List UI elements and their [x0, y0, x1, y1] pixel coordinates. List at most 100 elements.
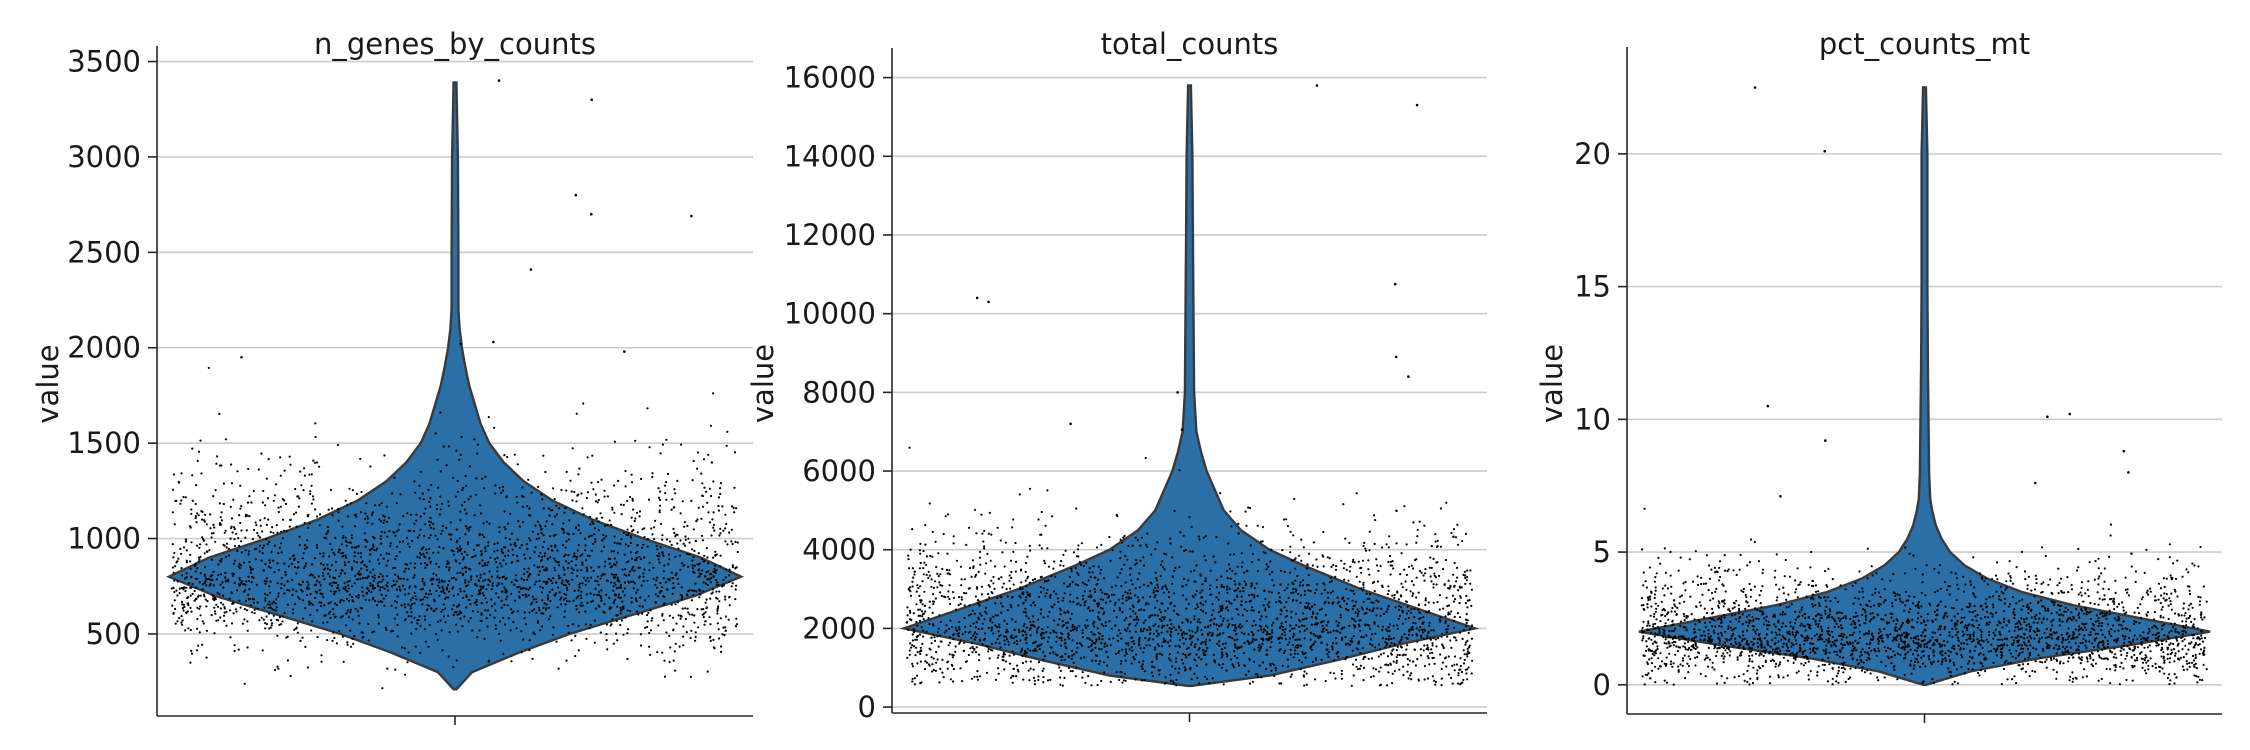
data-point	[1240, 600, 1243, 603]
data-point	[1263, 629, 1267, 632]
data-point	[1279, 583, 1282, 586]
data-point	[1049, 646, 1052, 649]
data-point	[1361, 589, 1365, 592]
data-point	[1057, 623, 1060, 627]
data-point	[625, 574, 628, 577]
data-point	[909, 642, 912, 645]
data-point	[284, 571, 287, 574]
data-point	[996, 625, 999, 629]
data-point	[314, 596, 317, 600]
data-point	[959, 602, 962, 606]
data-point	[1069, 593, 1072, 596]
data-point	[288, 455, 291, 458]
data-point	[696, 608, 699, 611]
data-point	[1431, 642, 1434, 645]
data-point	[414, 585, 417, 589]
data-point	[1430, 629, 1433, 632]
data-point	[918, 633, 922, 636]
data-point	[1114, 624, 1117, 627]
data-point	[1166, 607, 1169, 610]
data-point	[724, 598, 727, 601]
data-point	[425, 548, 428, 551]
data-point	[432, 527, 435, 530]
data-point	[1395, 656, 1398, 659]
data-point	[524, 593, 527, 596]
data-point	[1431, 651, 1434, 654]
data-point	[998, 626, 1001, 629]
data-point	[913, 683, 917, 686]
data-point	[1108, 637, 1111, 641]
data-point	[1041, 628, 1044, 631]
data-point	[503, 510, 506, 513]
data-point	[1052, 590, 1056, 593]
data-point	[1063, 623, 1066, 627]
data-point	[1253, 638, 1257, 642]
data-point	[912, 631, 916, 634]
data-point	[543, 540, 546, 544]
data-point	[1060, 636, 1063, 639]
data-point	[1361, 647, 1364, 650]
data-point	[1373, 590, 1376, 593]
data-point	[1167, 657, 1171, 660]
data-point	[584, 549, 587, 552]
data-point	[716, 609, 719, 613]
data-point	[1237, 613, 1240, 616]
data-point	[516, 554, 519, 558]
data-point	[436, 538, 439, 541]
data-point	[614, 583, 617, 586]
data-point	[1398, 653, 1401, 657]
violin-panel: 0200040006000800010000120001400016000tot…	[746, 27, 1487, 724]
data-point	[411, 603, 414, 606]
data-point	[1003, 619, 1006, 622]
data-point	[344, 499, 347, 502]
data-point	[518, 525, 521, 528]
data-point	[1121, 648, 1124, 651]
data-point	[1232, 553, 1236, 556]
data-point	[1416, 535, 1419, 538]
data-point	[1071, 628, 1074, 631]
data-point	[1181, 636, 1184, 639]
data-point	[220, 519, 223, 522]
data-point	[993, 587, 996, 590]
data-point	[1392, 637, 1395, 640]
data-point	[1000, 611, 1003, 614]
data-point	[453, 611, 456, 614]
data-point	[597, 529, 600, 532]
data-point	[1325, 624, 1328, 627]
data-point	[558, 564, 561, 567]
data-point	[1256, 524, 1259, 527]
data-point	[184, 589, 187, 593]
data-point	[253, 547, 256, 551]
data-point	[1059, 609, 1062, 612]
data-point	[383, 587, 386, 590]
data-point	[709, 623, 712, 626]
data-point	[1134, 587, 1137, 590]
data-point	[1374, 646, 1377, 649]
data-point	[715, 590, 718, 593]
data-point	[1093, 576, 1096, 579]
data-point	[1023, 622, 1026, 626]
data-point	[549, 535, 552, 538]
data-point	[706, 583, 710, 587]
data-point	[1116, 634, 1119, 637]
data-point	[1429, 575, 1432, 578]
data-point	[728, 604, 731, 607]
data-point	[348, 487, 351, 490]
data-point	[1403, 568, 1406, 571]
data-point	[393, 476, 396, 479]
data-point	[969, 613, 973, 616]
data-point	[1063, 676, 1066, 680]
data-point	[1002, 582, 1005, 585]
data-point	[1150, 671, 1153, 674]
data-point	[1298, 554, 1301, 557]
data-point	[1249, 544, 1252, 547]
data-point	[1019, 586, 1022, 589]
data-point	[624, 616, 627, 619]
data-point	[725, 568, 728, 571]
data-point	[603, 545, 606, 548]
data-point	[1086, 619, 1089, 622]
data-point	[498, 486, 501, 489]
data-point	[1131, 604, 1134, 607]
data-point	[223, 611, 226, 614]
data-point	[1063, 658, 1066, 661]
